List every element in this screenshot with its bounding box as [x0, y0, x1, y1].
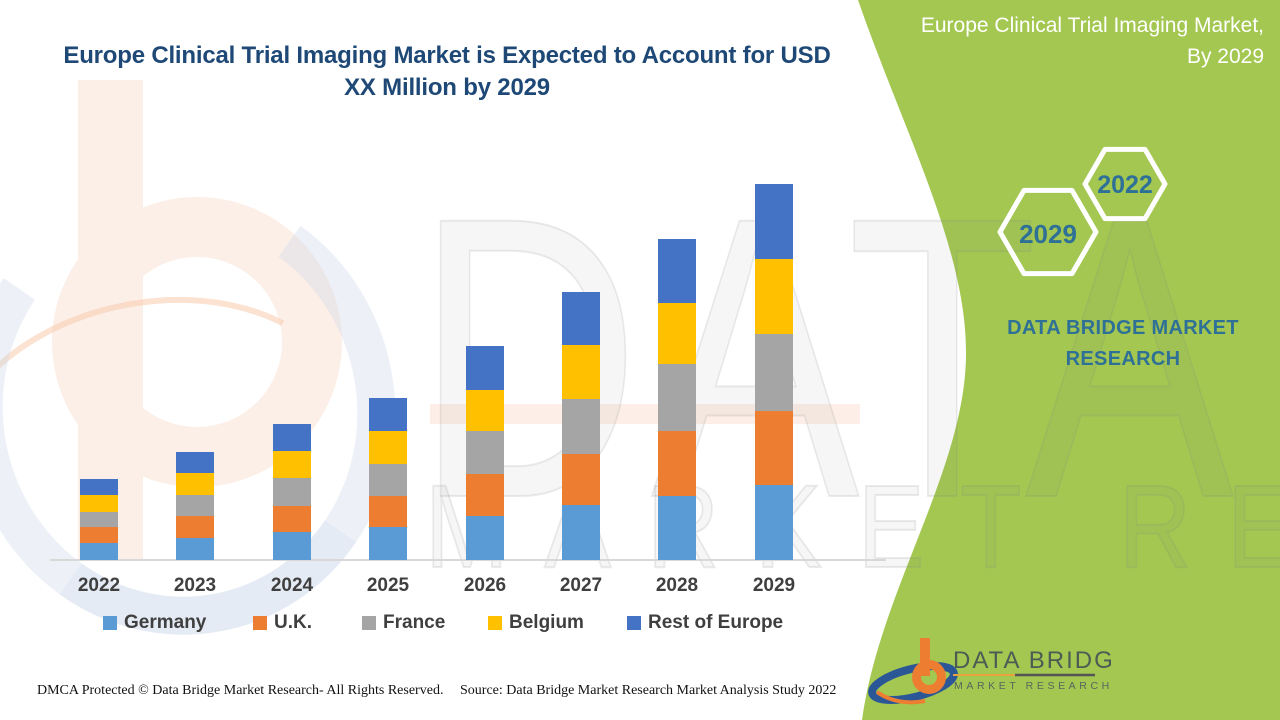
- bar-segment-france: [176, 495, 214, 516]
- chart-title-line1: Europe Clinical Trial Imaging Market is …: [63, 42, 831, 69]
- hexagon-label-2022: 2022: [1097, 171, 1153, 199]
- banner-title-line1: Europe Clinical Trial Imaging Market,: [920, 14, 1264, 37]
- x-axis-line: [50, 559, 886, 561]
- data-bridge-logo: DATA BRIDGE MARKET RESEARCH: [868, 638, 1115, 705]
- bar-segment-rest-of-europe: [273, 424, 311, 451]
- bar-segment-belgium: [176, 473, 214, 495]
- legend-swatch-icon: [488, 616, 502, 630]
- logo-blue-swoosh: [868, 662, 958, 704]
- bar-segment-france: [562, 399, 600, 454]
- bar-2029: [755, 184, 793, 560]
- x-axis-label-2023: 2023: [173, 575, 217, 596]
- logo-subtitle-text: MARKET RESEARCH: [954, 680, 1113, 692]
- logo-b-bowl: [912, 660, 946, 694]
- legend-label: France: [383, 612, 446, 633]
- x-axis-label-2029: 2029: [752, 575, 796, 596]
- legend-item-u-k-: U.K.: [253, 612, 312, 634]
- bar-segment-germany: [369, 527, 407, 560]
- x-axis-label-2025: 2025: [366, 575, 410, 596]
- bar-segment-belgium: [369, 431, 407, 464]
- bar-segment-belgium: [273, 451, 311, 478]
- brand-caption: DATA BRIDGE MARKET RESEARCH: [987, 313, 1259, 375]
- bar-2024: [273, 424, 311, 560]
- bar-segment-france: [369, 464, 407, 496]
- legend-swatch-icon: [103, 616, 117, 630]
- bar-segment-belgium: [562, 345, 600, 399]
- logo-name-text: DATA BRIDGE: [953, 647, 1115, 674]
- legend-label: Belgium: [509, 612, 584, 633]
- bar-segment-u-k-: [369, 496, 407, 527]
- bar-2028: [658, 239, 696, 560]
- bar-2027: [562, 292, 600, 560]
- x-axis-label-2026: 2026: [463, 575, 507, 596]
- bar-segment-belgium: [80, 495, 118, 512]
- green-banner-path: [858, 0, 1280, 720]
- footer-dmca-text: DMCA Protected © Data Bridge Market Rese…: [37, 683, 444, 698]
- legend-item-belgium: Belgium: [488, 612, 584, 634]
- banner-title: Europe Clinical Trial Imaging Market, By…: [864, 10, 1264, 72]
- legend-swatch-icon: [362, 616, 376, 630]
- bar-2022: [80, 479, 118, 560]
- bar-segment-rest-of-europe: [658, 239, 696, 303]
- brand-caption-line2: RESEARCH: [1065, 348, 1181, 370]
- legend-item-germany: Germany: [103, 612, 206, 634]
- bar-segment-rest-of-europe: [466, 346, 504, 390]
- logo-orange-underarc: [875, 690, 926, 705]
- bar-segment-rest-of-europe: [755, 184, 793, 259]
- bar-segment-rest-of-europe: [369, 398, 407, 431]
- bar-segment-germany: [176, 538, 214, 560]
- bar-segment-france: [466, 431, 504, 474]
- x-axis-label-2022: 2022: [77, 575, 121, 596]
- bar-segment-u-k-: [273, 506, 311, 532]
- bar-segment-germany: [273, 532, 311, 560]
- brand-caption-line1: DATA BRIDGE MARKET: [1007, 317, 1239, 339]
- legend-swatch-icon: [253, 616, 267, 630]
- x-axis-label-2028: 2028: [655, 575, 699, 596]
- bar-segment-u-k-: [562, 454, 600, 505]
- chart-title: Europe Clinical Trial Imaging Market is …: [62, 40, 832, 104]
- footer-source-text: Source: Data Bridge Market Research Mark…: [460, 683, 837, 698]
- bar-segment-germany: [562, 505, 600, 560]
- x-axis-label-2024: 2024: [270, 575, 314, 596]
- bar-segment-belgium: [658, 303, 696, 364]
- bar-segment-germany: [755, 485, 793, 560]
- bar-segment-germany: [466, 516, 504, 560]
- bar-segment-belgium: [466, 390, 504, 431]
- bar-segment-france: [658, 364, 696, 431]
- x-axis-label-2027: 2027: [559, 575, 603, 596]
- bar-segment-france: [80, 512, 118, 527]
- legend-item-france: France: [362, 612, 445, 634]
- hexagon-label-2029: 2029: [1019, 219, 1077, 249]
- bar-segment-u-k-: [466, 474, 504, 516]
- bar-segment-u-k-: [176, 516, 214, 538]
- legend-label: U.K.: [274, 612, 312, 633]
- bar-2023: [176, 452, 214, 560]
- bar-segment-germany: [658, 496, 696, 560]
- bar-segment-rest-of-europe: [562, 292, 600, 345]
- legend-label: Rest of Europe: [648, 612, 784, 633]
- bar-segment-u-k-: [80, 527, 118, 543]
- bar-segment-rest-of-europe: [80, 479, 118, 495]
- legend-item-rest-of-europe: Rest of Europe: [627, 612, 783, 634]
- bar-segment-belgium: [755, 259, 793, 334]
- bar-segment-germany: [80, 543, 118, 560]
- bar-segment-u-k-: [755, 411, 793, 485]
- bar-segment-france: [273, 478, 311, 506]
- bar-segment-rest-of-europe: [176, 452, 214, 473]
- bar-2025: [369, 398, 407, 560]
- chart-title-line2: XX Million by 2029: [344, 74, 550, 101]
- bar-2026: [466, 346, 504, 560]
- legend-swatch-icon: [627, 616, 641, 630]
- bar-segment-u-k-: [658, 431, 696, 496]
- banner-title-line2: By 2029: [1186, 45, 1264, 68]
- bar-segment-france: [755, 334, 793, 411]
- legend-label: Germany: [124, 612, 207, 633]
